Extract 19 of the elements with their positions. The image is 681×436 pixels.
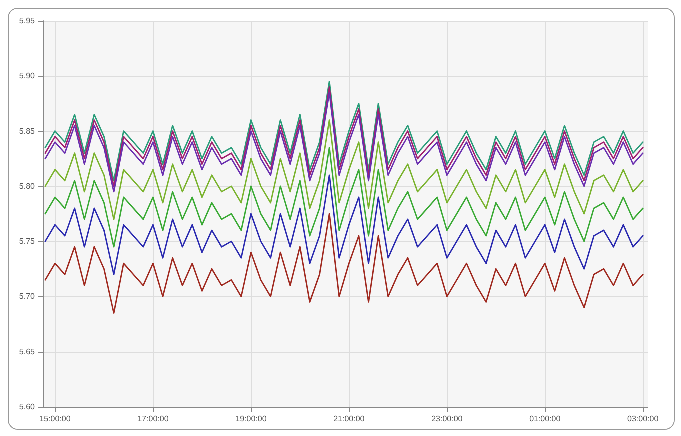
line-series [44,147,644,248]
y-tick-label: 5.70 [19,292,36,302]
line-series [44,213,644,314]
x-tick-label: 17:00:00 [138,414,170,424]
y-tick-label: 5.85 [19,126,36,136]
y-tick-label: 5.80 [19,182,36,191]
x-tick-label: 03:00:00 [628,414,660,424]
x-tick-label: 01:00:00 [530,414,562,424]
y-tick-label: 5.90 [19,72,36,81]
y-tick-label: 5.95 [19,16,36,26]
line-series [44,120,644,220]
x-tick-label: 15:00:00 [40,414,72,424]
line-series [44,174,644,276]
y-tick-label: 5.60 [19,402,36,412]
x-tick-label: 21:00:00 [334,414,366,424]
y-tick-label: 5.75 [19,237,36,246]
x-tick-label: 19:00:00 [236,414,268,424]
x-tick-label: 23:00:00 [432,414,464,424]
y-tick-label: 5.65 [19,347,36,356]
